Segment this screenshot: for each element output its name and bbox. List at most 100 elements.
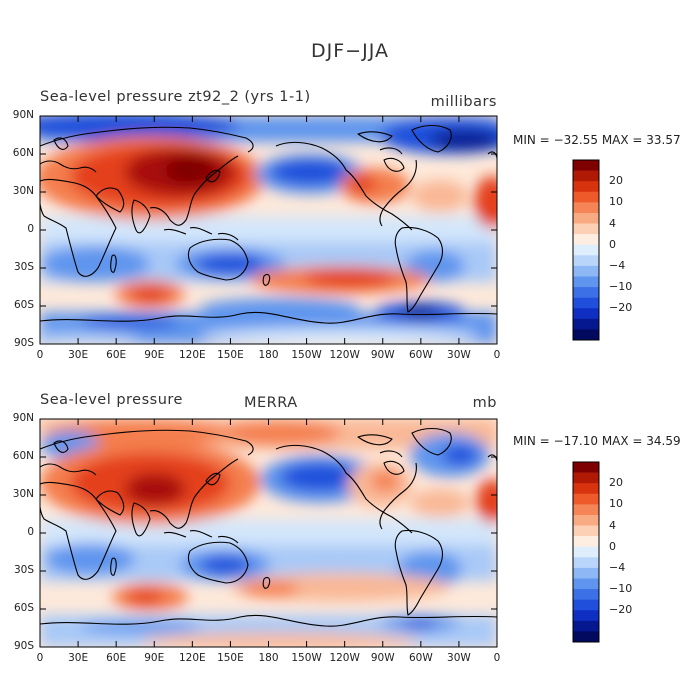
bottom-lon-label: 0	[493, 652, 501, 664]
bottom-colorbar-label: 0	[609, 539, 616, 553]
bottom-panel-minmax: MIN = −17.10 MAX = 34.59	[513, 434, 681, 448]
top-colorbar-label: −20	[609, 301, 633, 315]
top-lat-label: 30S	[13, 261, 34, 273]
top-max-value: 33.57	[646, 133, 681, 147]
bottom-colorbar-swatch	[573, 599, 599, 611]
bottom-panel-title: Sea-level pressure	[40, 392, 183, 408]
top-lon-label: 30E	[68, 349, 89, 361]
bottom-lat-label: 30S	[13, 564, 34, 576]
bottom-colorbar-swatch	[573, 620, 599, 632]
bottom-max-value: 34.59	[646, 434, 681, 448]
top-lon-label: 150E	[217, 349, 244, 361]
top-colorbar-swatch	[573, 308, 599, 320]
top-colorbar-swatch	[573, 223, 599, 235]
bottom-colorbar-swatch	[573, 578, 599, 590]
top-lat-label: 60N	[12, 147, 34, 159]
top-colorbar-swatch	[573, 297, 599, 309]
bottom-colorbar-swatch	[573, 514, 599, 526]
bottom-colorbar-label: 10	[609, 497, 623, 511]
top-colorbar-swatch	[573, 181, 599, 193]
bottom-lon-label: 0	[36, 652, 44, 664]
bottom-colorbar-swatch	[573, 493, 599, 505]
bottom-map-field	[40, 419, 497, 647]
bottom-min-value: −17.10	[553, 434, 598, 448]
top-lat-label: 60S	[13, 299, 34, 311]
top-colorbar-swatch	[573, 202, 599, 214]
bottom-lat-label: 90S	[13, 640, 34, 652]
top-colorbar-swatch	[573, 287, 599, 298]
top-colorbar-label: 10	[609, 195, 623, 209]
top-colorbar-swatch	[573, 170, 599, 182]
top-lon-label: 120E	[178, 349, 206, 361]
bottom-panel-units: mb	[472, 395, 497, 411]
top-colorbar-swatch	[573, 329, 599, 341]
top-colorbar-swatch	[573, 191, 599, 203]
bottom-lat-label: 90N	[12, 412, 34, 424]
top-lon-label: 0	[493, 349, 501, 361]
bottom-colorbar-swatch	[573, 567, 599, 579]
top-colorbar-swatch	[573, 212, 599, 224]
top-colorbar-swatch	[573, 318, 599, 330]
top-lon-label: 150W	[291, 349, 322, 361]
bottom-colorbar-swatch	[573, 610, 599, 622]
top-colorbar-swatch	[573, 255, 599, 267]
top-colorbar-label: −10	[609, 280, 633, 294]
top-lon-label: 180	[258, 349, 279, 361]
top-colorbar-label: −4	[609, 258, 626, 272]
bottom-lon-label: 60W	[408, 652, 433, 664]
bottom-colorbar-frame	[572, 461, 600, 643]
bottom-lon-label: 120E	[178, 652, 206, 664]
top-lon-label: 0	[36, 349, 44, 361]
top-lat-label: 90S	[13, 337, 34, 349]
top-min-label: MIN =	[513, 133, 554, 147]
top-colorbar-swatch	[573, 234, 599, 246]
bottom-lon-label: 30W	[447, 652, 471, 664]
bottom-colorbar-label: 20	[609, 476, 623, 490]
bottom-colorbar-swatch	[573, 504, 599, 516]
top-panel-units: millibars	[430, 94, 497, 110]
top-colorbar-swatch	[573, 265, 599, 277]
bottom-colorbar-swatch	[573, 472, 599, 484]
top-panel-minmax: MIN = −32.55 MAX = 33.57	[513, 133, 681, 147]
top-lat-label: 90N	[12, 109, 34, 121]
bottom-lon-label: 150W	[291, 652, 322, 664]
bottom-colorbar-swatch	[573, 546, 599, 558]
figure-title: DJF−JJA	[311, 40, 389, 62]
top-lon-label: 120W	[329, 349, 360, 361]
bottom-colorbar-swatch	[573, 525, 599, 537]
bottom-colorbar-swatch	[573, 483, 599, 495]
top-colorbar-label: 0	[609, 237, 616, 251]
bottom-lat-label: 30N	[12, 488, 34, 500]
bottom-lon-label: 90W	[370, 652, 395, 664]
top-colorbar-label: 4	[609, 216, 616, 230]
bottom-lat-label: 60N	[12, 450, 34, 462]
top-min-value: −32.55	[553, 133, 598, 147]
axis-tick-marks	[39, 115, 498, 648]
bottom-colorbar-swatch	[573, 557, 599, 569]
top-colorbar-swatch	[573, 244, 599, 256]
top-max-label: MAX =	[601, 133, 647, 147]
bottom-lon-label: 180	[258, 652, 279, 664]
top-lon-label: 90W	[370, 349, 395, 361]
bottom-lat-label: 0	[27, 526, 34, 538]
bottom-colorbar-swatch	[573, 536, 599, 548]
top-colorbar-label: 20	[609, 174, 623, 188]
top-lat-label: 30N	[12, 185, 34, 197]
top-lon-label: 30W	[447, 349, 471, 361]
bottom-lon-label: 30E	[68, 652, 89, 664]
bottom-lon-label: 150E	[217, 652, 244, 664]
top-lon-label: 90E	[144, 349, 165, 361]
top-lat-label: 0	[27, 223, 34, 235]
bottom-colorbar-label: −10	[609, 582, 633, 596]
bottom-lon-label: 60E	[106, 652, 127, 664]
bottom-panel-dataset: MERRA	[244, 395, 298, 411]
bottom-colorbar-swatch	[573, 462, 599, 473]
bottom-lon-label: 90E	[144, 652, 165, 664]
bottom-lat-label: 60S	[13, 602, 34, 614]
top-lon-label: 60E	[106, 349, 127, 361]
colorbars	[572, 159, 600, 643]
top-colorbar-swatch	[573, 160, 599, 171]
top-lon-label: 60W	[408, 349, 433, 361]
top-panel-title: Sea-level pressure zt92_2 (yrs 1-1)	[40, 89, 311, 105]
